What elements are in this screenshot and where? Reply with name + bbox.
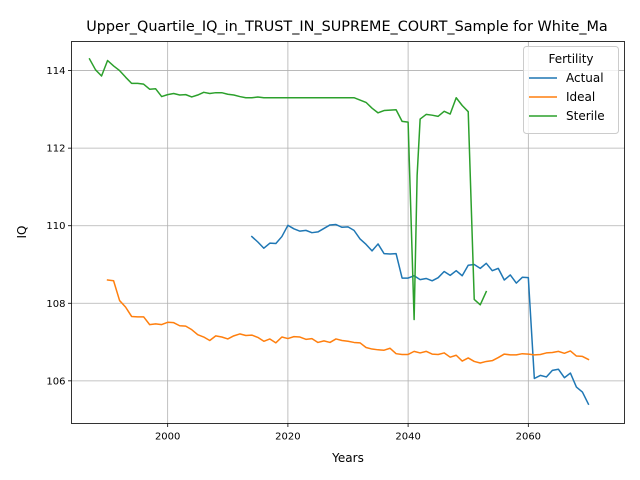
y-tick-label: 112	[46, 144, 65, 155]
series-lines	[88, 57, 590, 406]
x-tick-label: 2040	[395, 432, 420, 443]
legend-box	[523, 46, 619, 134]
x-axis-label: Years	[331, 451, 364, 465]
y-tick-label: 110	[46, 221, 65, 232]
series-line-ideal	[106, 279, 590, 364]
series-line-sterile	[88, 57, 488, 321]
x-tick-label: 2000	[155, 432, 180, 443]
y-tick-label: 114	[46, 66, 65, 77]
plot-frame	[71, 41, 625, 424]
x-tick-label: 2060	[516, 432, 541, 443]
axis-ticks: 2000 2020 2040 2060 106 108 110 112 114	[46, 66, 541, 442]
legend-label-actual: Actual	[566, 71, 604, 85]
y-axis-label: IQ	[15, 226, 29, 239]
x-tick-label: 2020	[275, 432, 300, 443]
chart-title: Upper_Quartile_IQ_in_TRUST_IN_SUPREME_CO…	[86, 19, 608, 35]
legend-label-ideal: Ideal	[566, 90, 595, 104]
legend: Fertility Actual Ideal Sterile	[523, 46, 619, 134]
y-tick-label: 106	[46, 376, 65, 387]
series-line-actual	[250, 223, 590, 406]
y-tick-label: 108	[46, 299, 65, 310]
legend-title: Fertility	[548, 52, 593, 66]
legend-label-sterile: Sterile	[566, 109, 605, 123]
